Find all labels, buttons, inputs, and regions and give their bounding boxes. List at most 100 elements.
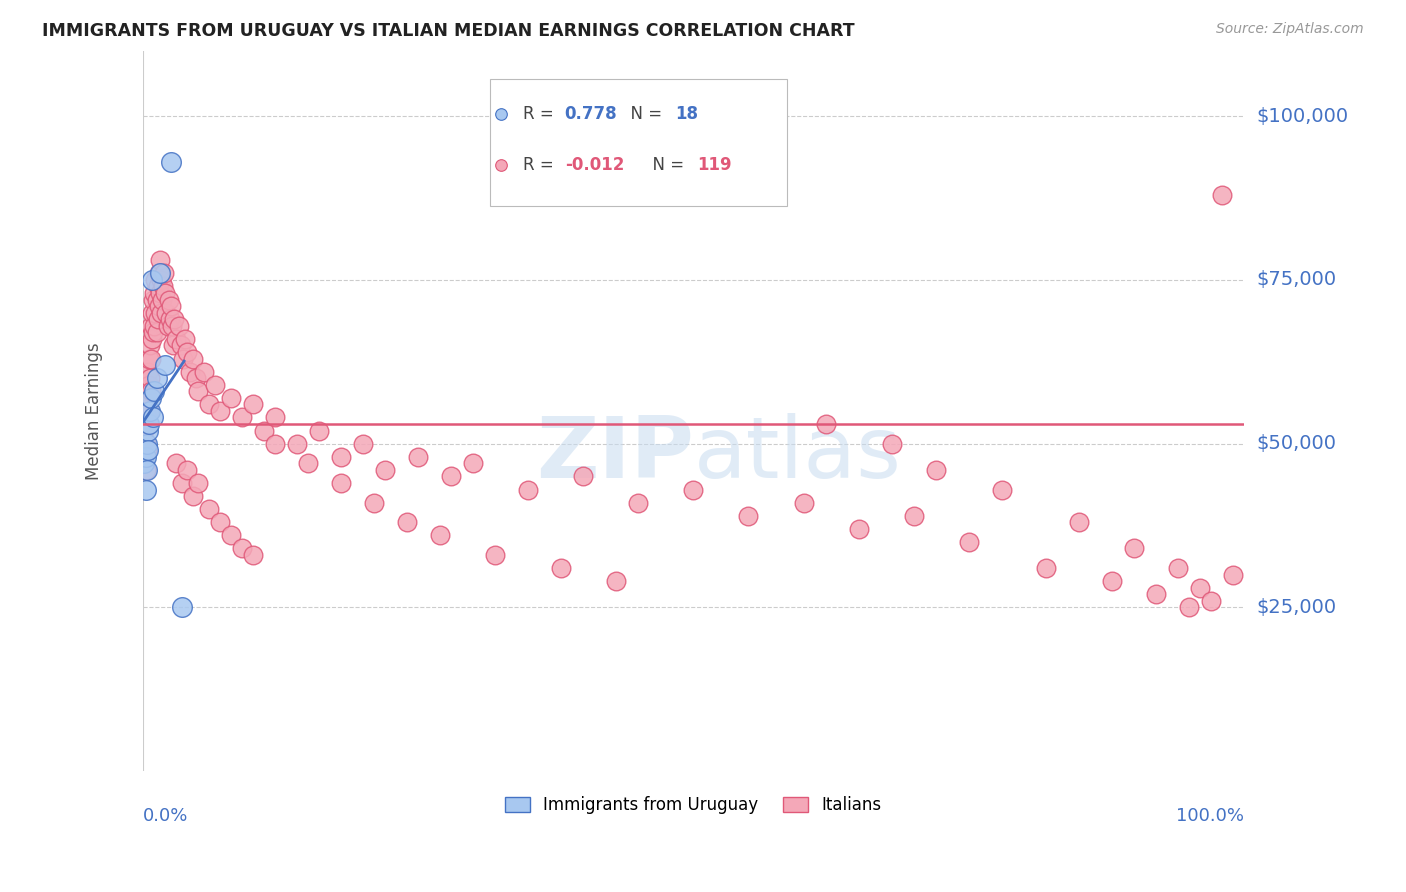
Text: 100.0%: 100.0% [1175, 807, 1244, 825]
Point [145, 326, 167, 340]
Point [1035, 561, 1057, 575]
Point [146, 279, 169, 293]
Point [174, 332, 197, 346]
Point [135, 436, 157, 450]
Legend: Immigrants from Uruguay, Italians: Immigrants from Uruguay, Italians [498, 789, 889, 821]
Point [463, 456, 485, 470]
Point [193, 365, 215, 379]
Point [287, 436, 309, 450]
Point [138, 417, 160, 431]
Point [134, 424, 156, 438]
Point [160, 299, 183, 313]
Point [572, 469, 595, 483]
Point [165, 332, 187, 346]
Point [231, 410, 253, 425]
Text: 0.0%: 0.0% [143, 807, 188, 825]
Text: IMMIGRANTS FROM URUGUAY VS ITALIAN MEDIAN EARNINGS CORRELATION CHART: IMMIGRANTS FROM URUGUAY VS ITALIAN MEDIA… [42, 22, 855, 40]
Point [231, 541, 253, 556]
Text: Source: ZipAtlas.com: Source: ZipAtlas.com [1216, 22, 1364, 37]
Point [1199, 594, 1222, 608]
Point [187, 384, 209, 399]
Text: Median Earnings: Median Earnings [84, 343, 103, 480]
Point [153, 266, 176, 280]
Point [135, 410, 157, 425]
Point [187, 475, 209, 490]
Point [139, 384, 162, 399]
Point [374, 463, 396, 477]
Point [135, 384, 157, 399]
Point [138, 404, 160, 418]
Point [139, 404, 162, 418]
Point [135, 436, 157, 450]
Point [145, 273, 167, 287]
Point [138, 351, 160, 366]
Point [396, 515, 419, 529]
Point [165, 456, 187, 470]
Point [682, 483, 704, 497]
Text: N =: N = [620, 105, 666, 123]
Text: $100,000: $100,000 [1257, 107, 1348, 126]
Point [163, 312, 186, 326]
Point [209, 404, 232, 418]
Point [139, 371, 162, 385]
Point [209, 515, 232, 529]
Point [170, 475, 193, 490]
Point [148, 299, 170, 313]
Point [1167, 561, 1189, 575]
Point [204, 377, 226, 392]
Point [264, 436, 287, 450]
Point [149, 285, 172, 300]
Point [143, 285, 166, 300]
Point [149, 266, 172, 280]
Point [155, 285, 177, 300]
Point [308, 424, 330, 438]
Point [1122, 541, 1144, 556]
Point [264, 410, 287, 425]
Point [1067, 515, 1090, 529]
Point [990, 483, 1012, 497]
Point [149, 306, 172, 320]
Point [167, 318, 190, 333]
Point [181, 489, 204, 503]
Point [141, 332, 163, 346]
Point [142, 293, 165, 307]
Text: -0.012: -0.012 [565, 155, 624, 174]
Point [170, 600, 193, 615]
Point [517, 483, 540, 497]
Point [737, 508, 759, 523]
Point [176, 463, 198, 477]
Point [135, 483, 157, 497]
Point [135, 443, 157, 458]
Text: 0.778: 0.778 [565, 105, 617, 123]
Point [136, 391, 159, 405]
FancyBboxPatch shape [489, 79, 787, 205]
Point [814, 417, 837, 431]
Point [198, 502, 221, 516]
Text: R =: R = [523, 105, 560, 123]
Point [149, 253, 172, 268]
Point [157, 293, 180, 307]
Point [489, 764, 512, 778]
Point [176, 345, 198, 359]
Point [1222, 567, 1244, 582]
Point [179, 365, 201, 379]
Point [198, 397, 221, 411]
Point [148, 266, 170, 280]
Point [145, 371, 167, 385]
Point [141, 273, 163, 287]
Point [253, 424, 276, 438]
Point [440, 469, 463, 483]
Point [848, 522, 870, 536]
Point [142, 326, 165, 340]
Point [550, 561, 572, 575]
Point [242, 548, 264, 562]
Point [1101, 574, 1123, 589]
Point [136, 365, 159, 379]
Point [186, 371, 208, 385]
Point [136, 443, 159, 458]
Point [160, 155, 183, 169]
Point [297, 456, 319, 470]
Point [135, 463, 157, 477]
Point [145, 306, 167, 320]
Point [159, 312, 181, 326]
